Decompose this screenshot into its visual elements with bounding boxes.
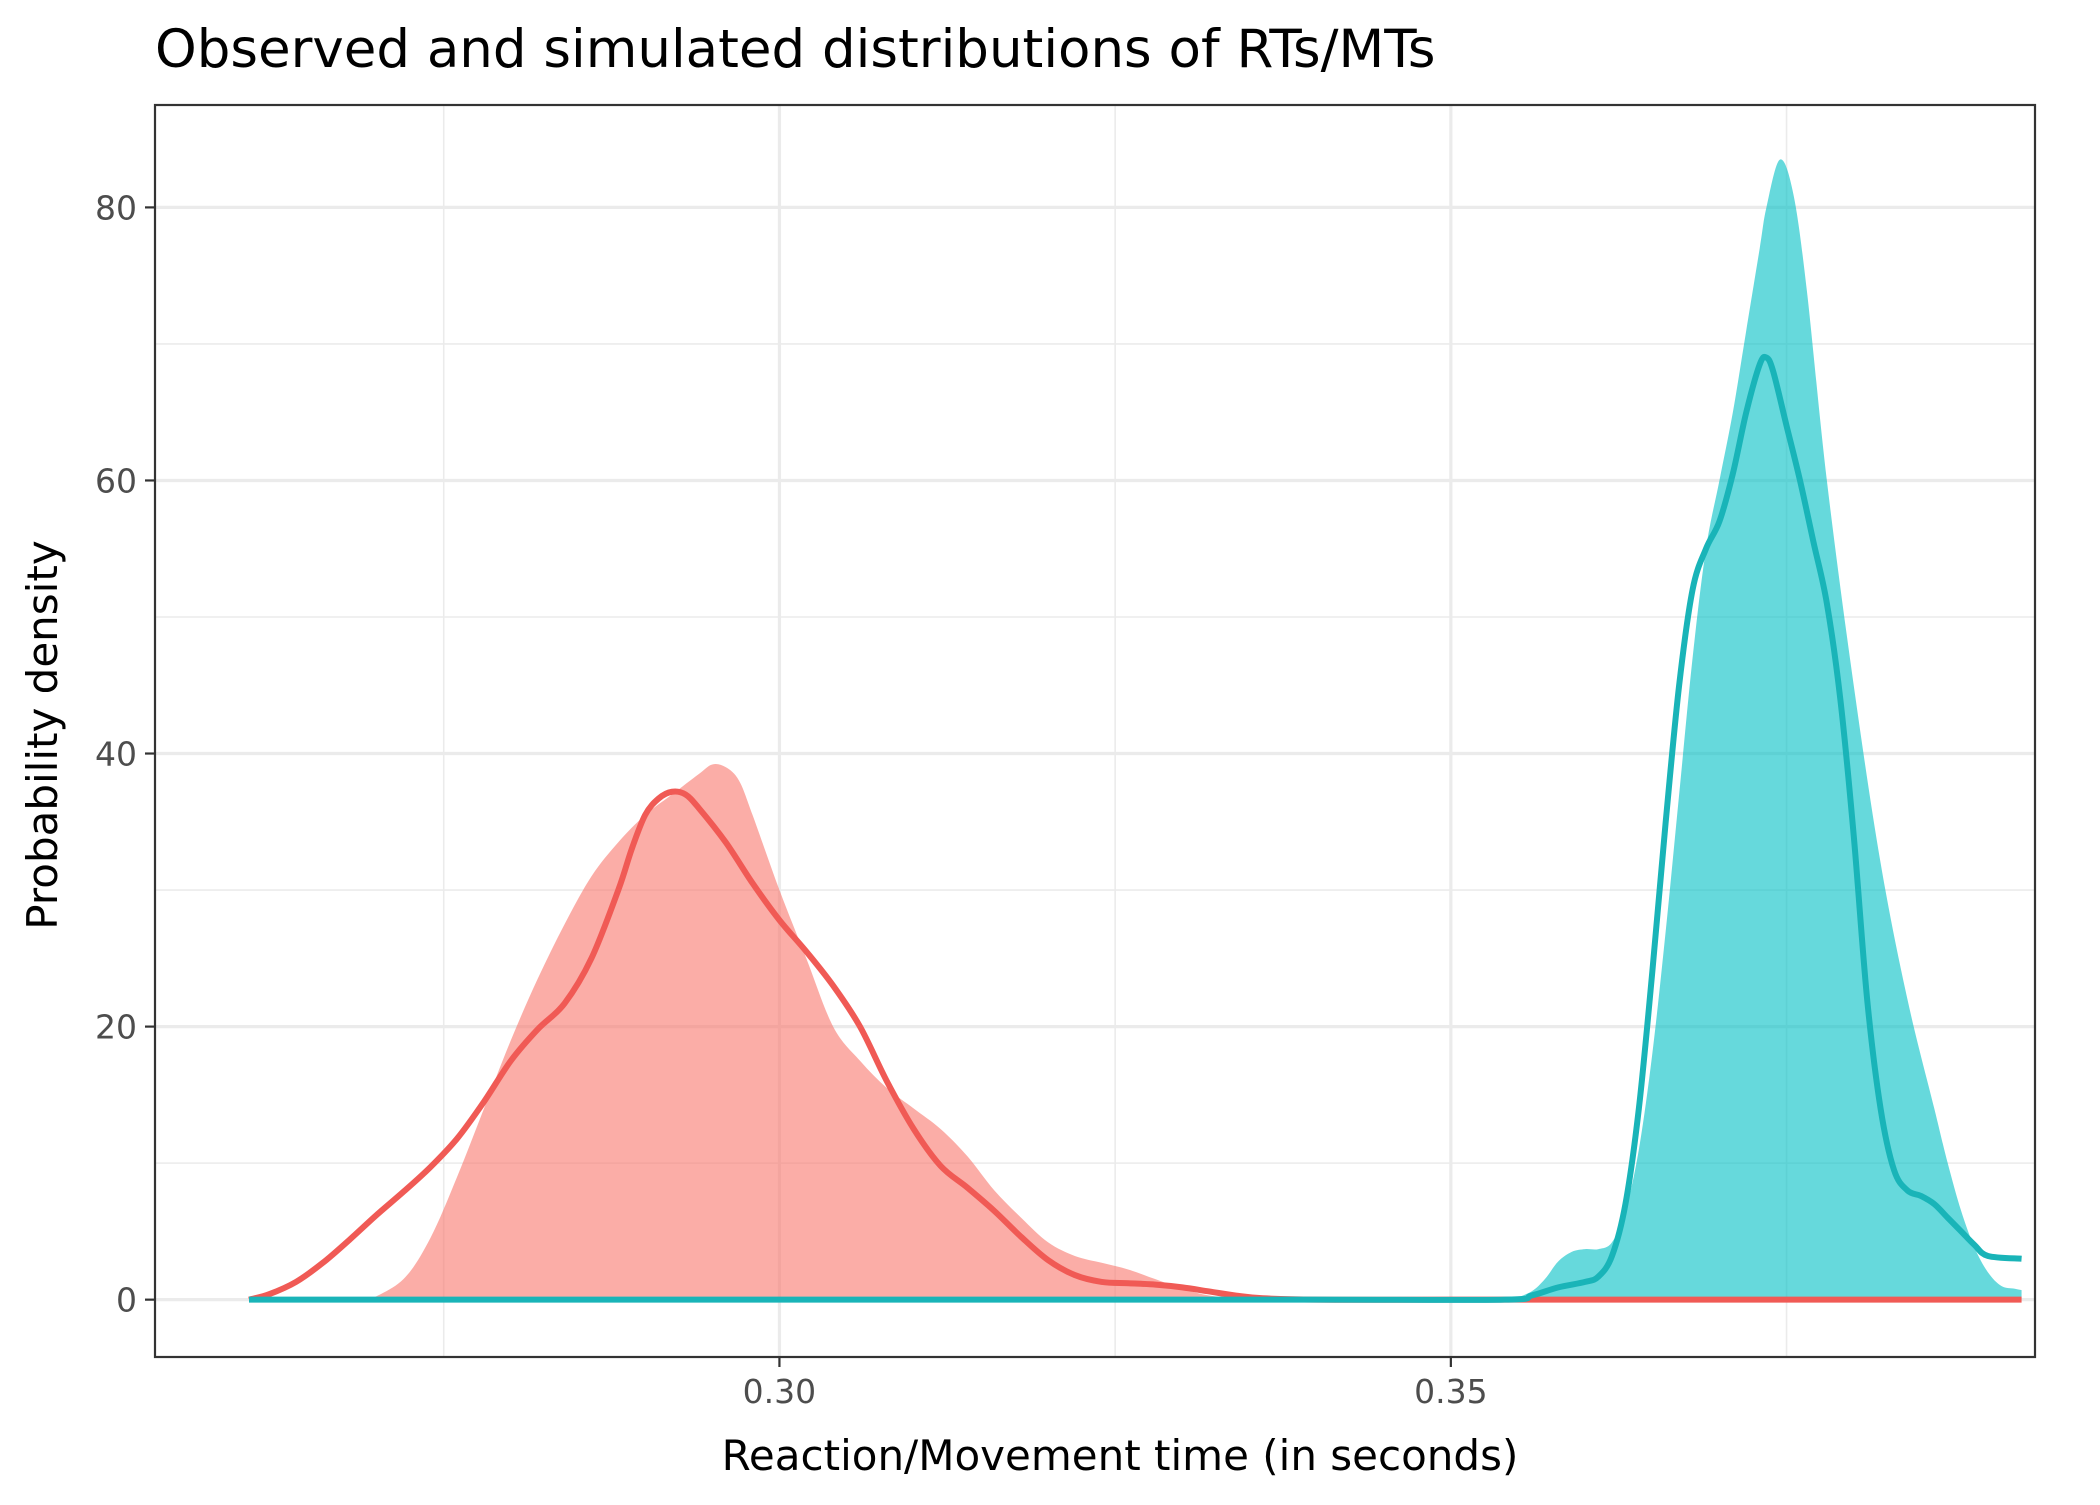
y-tick-label: 20 <box>95 1008 137 1047</box>
y-tick-label: 80 <box>95 188 137 227</box>
x-axis-title: Reaction/Movement time (in seconds) <box>722 1431 1519 1480</box>
chart-title: Observed and simulated distributions of … <box>155 19 1435 80</box>
y-tick-label: 0 <box>116 1281 137 1320</box>
axis-tick-labels: 0.30 0.35 0 20 40 60 80 <box>95 188 1488 1411</box>
simulated-density-line-red <box>248 788 2022 1303</box>
simulated-density-line-teal <box>248 353 2022 1303</box>
observed-density-area-teal <box>1511 159 2022 1300</box>
panel-border <box>153 103 2037 1359</box>
observed-density-area-red <box>369 764 1263 1300</box>
x-tick-label: 0.35 <box>1414 1372 1487 1411</box>
observed-density-areas <box>369 159 2022 1300</box>
y-tick-label: 40 <box>95 735 137 774</box>
y-tick-label: 60 <box>95 461 137 500</box>
y-axis-title: Probability density <box>18 540 67 929</box>
axis-ticks <box>145 206 1452 1367</box>
simulated-density-lines <box>248 353 2022 1303</box>
x-tick-label: 0.30 <box>743 1372 816 1411</box>
